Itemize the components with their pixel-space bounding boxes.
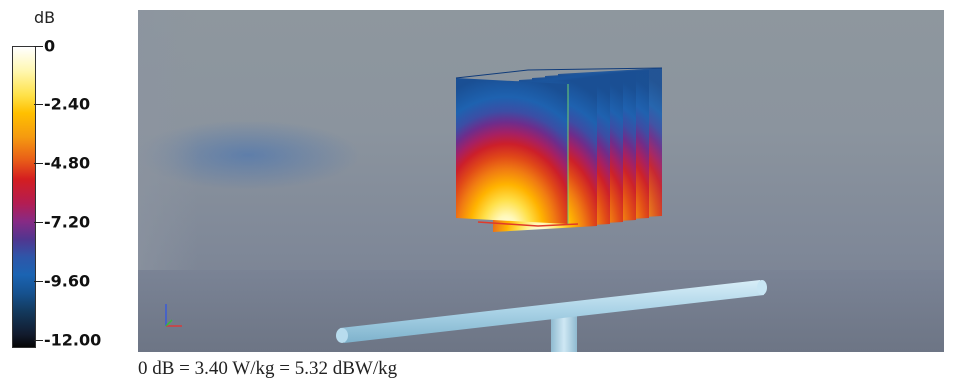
colorbar-tick-mark [34, 281, 43, 282]
colorbar-tick-label: -12.00 [44, 330, 102, 350]
colorbar-tick-label: 0 [44, 36, 56, 56]
sar-slice-front [456, 78, 568, 224]
axis-triad-icon [165, 304, 182, 327]
color-scale-bar [12, 46, 36, 348]
colorbar-tick-label: -9.60 [44, 271, 91, 291]
dipole-holder [336, 280, 767, 352]
colorbar-tick-mark [34, 46, 43, 47]
colorbar-tick-label: -2.40 [44, 94, 91, 114]
normalization-caption: 0 dB = 3.40 W/kg = 5.32 dBW/kg [138, 358, 398, 379]
sar-slice-stack [455, 67, 663, 232]
colorbar-tick-label: -4.80 [44, 153, 91, 173]
slice-base-outline [477, 221, 579, 227]
scene-graphics [336, 67, 767, 352]
colorbar-tick-mark [34, 340, 43, 341]
colorbar-tick-label: -7.20 [44, 212, 91, 232]
sar-3d-viewport[interactable] [138, 10, 944, 352]
colorbar-tick-mark [34, 163, 43, 164]
colorbar-tick-mark [34, 222, 43, 223]
dipole-rod [340, 280, 764, 343]
colorbar-unit-label: dB [34, 8, 56, 27]
colorbar-tick-mark [34, 104, 43, 105]
